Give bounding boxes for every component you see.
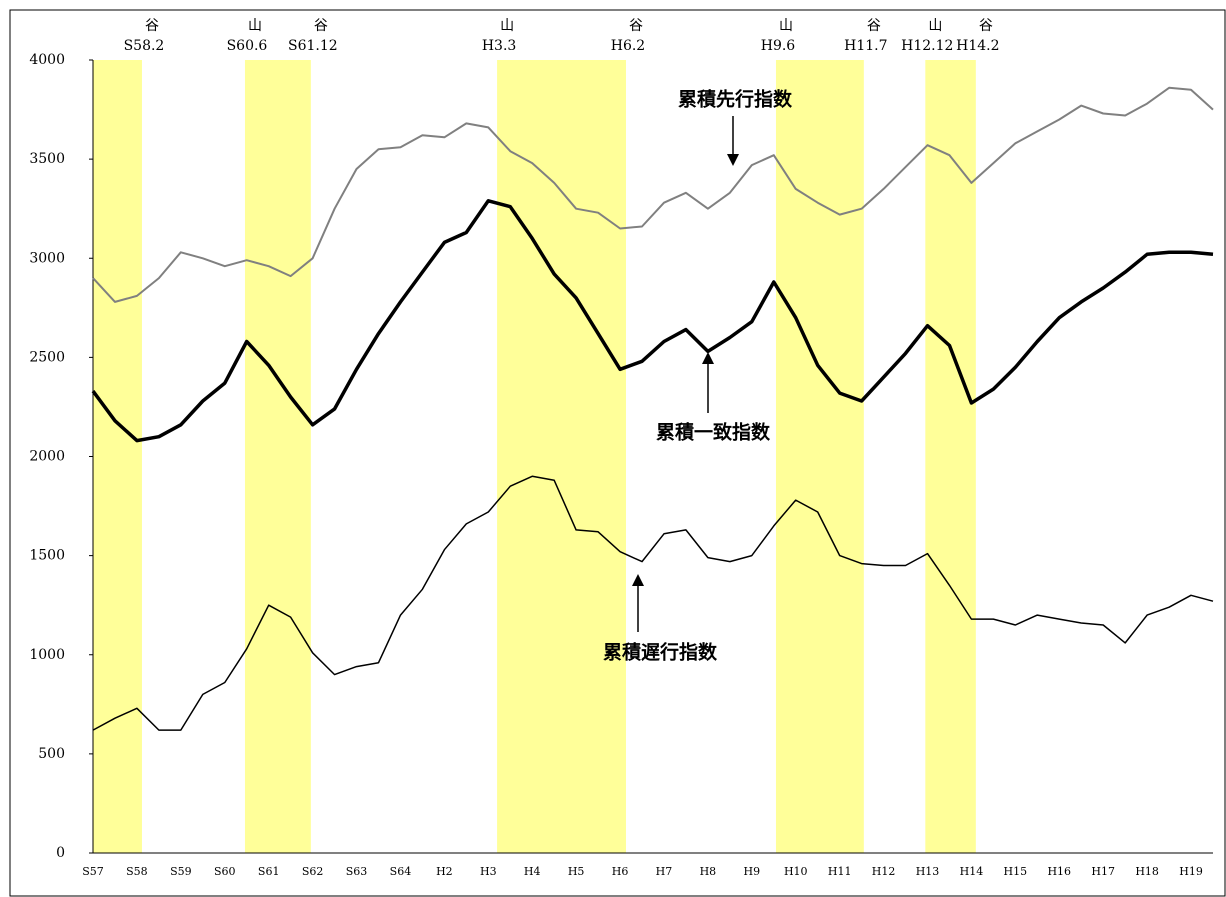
x-tick-label: H19 — [1179, 865, 1203, 878]
event-kind: 谷 — [979, 18, 993, 34]
x-tick-label: H5 — [568, 865, 585, 878]
x-tick-label: H11 — [828, 865, 852, 878]
y-tick-label: 3500 — [29, 151, 65, 167]
event-label: H12.12 — [901, 38, 953, 54]
event-kind: 山 — [500, 18, 514, 34]
x-tick-label: S60 — [214, 865, 236, 878]
x-tick-label: S61 — [258, 865, 280, 878]
recession-band — [244, 60, 311, 853]
series-line — [92, 475, 1214, 731]
series-callout: 累積遅行指数 — [603, 641, 718, 664]
series-callout: 累積一致指数 — [656, 421, 771, 444]
y-tick-label: 500 — [38, 746, 65, 762]
x-tick-label: H6 — [612, 865, 629, 878]
x-tick-label: S62 — [302, 865, 324, 878]
event-label: H6.2 — [611, 38, 645, 54]
y-tick-label: 2000 — [29, 449, 65, 465]
series-callout: 累積先行指数 — [678, 88, 793, 111]
event-label: H14.2 — [956, 38, 999, 54]
event-kind: 谷 — [867, 18, 881, 34]
x-tick-label: H9 — [744, 865, 761, 878]
recession-band — [925, 60, 976, 853]
event-kind: 谷 — [145, 18, 159, 34]
event-label: H11.7 — [844, 38, 887, 54]
series-line — [92, 86, 1214, 303]
x-tick-label: H14 — [960, 865, 984, 878]
recession-band — [775, 60, 864, 853]
x-tick-label: H10 — [784, 865, 808, 878]
x-tick-label: S64 — [390, 865, 412, 878]
event-label: S61.12 — [288, 38, 338, 54]
recession-band — [93, 60, 142, 853]
event-kind: 山 — [248, 18, 262, 34]
x-tick-label: S63 — [346, 865, 368, 878]
x-tick-label: S59 — [170, 865, 192, 878]
event-kind: 山 — [928, 18, 942, 34]
event-kind: 山 — [779, 18, 793, 34]
y-tick-label: 0 — [56, 845, 65, 861]
y-tick-label: 1000 — [29, 647, 65, 663]
y-tick-label: 1500 — [29, 548, 65, 564]
x-tick-label: H3 — [480, 865, 497, 878]
x-tick-label: S57 — [82, 865, 104, 878]
x-tick-label: H2 — [436, 865, 453, 878]
x-tick-label: H12 — [872, 865, 896, 878]
y-tick-label: 2500 — [29, 349, 65, 365]
x-tick-label: H8 — [700, 865, 717, 878]
x-tick-label: H13 — [916, 865, 940, 878]
series-line — [91, 199, 1214, 443]
x-tick-label: H7 — [656, 865, 673, 878]
event-label: S58.2 — [124, 38, 165, 54]
recession-band — [497, 60, 626, 853]
event-kind: 谷 — [629, 18, 643, 34]
event-kind: 谷 — [314, 18, 328, 34]
x-tick-label: S58 — [126, 865, 148, 878]
y-tick-label: 3000 — [29, 250, 65, 266]
event-label: H9.6 — [761, 38, 796, 54]
x-tick-label: H4 — [524, 865, 541, 878]
event-label: S60.6 — [227, 38, 268, 54]
event-label: H3.3 — [482, 38, 516, 54]
x-tick-label: H17 — [1091, 865, 1115, 878]
x-tick-label: H18 — [1135, 865, 1159, 878]
y-tick-label: 4000 — [29, 52, 65, 68]
x-tick-label: H15 — [1004, 865, 1028, 878]
x-tick-label: H16 — [1047, 865, 1071, 878]
